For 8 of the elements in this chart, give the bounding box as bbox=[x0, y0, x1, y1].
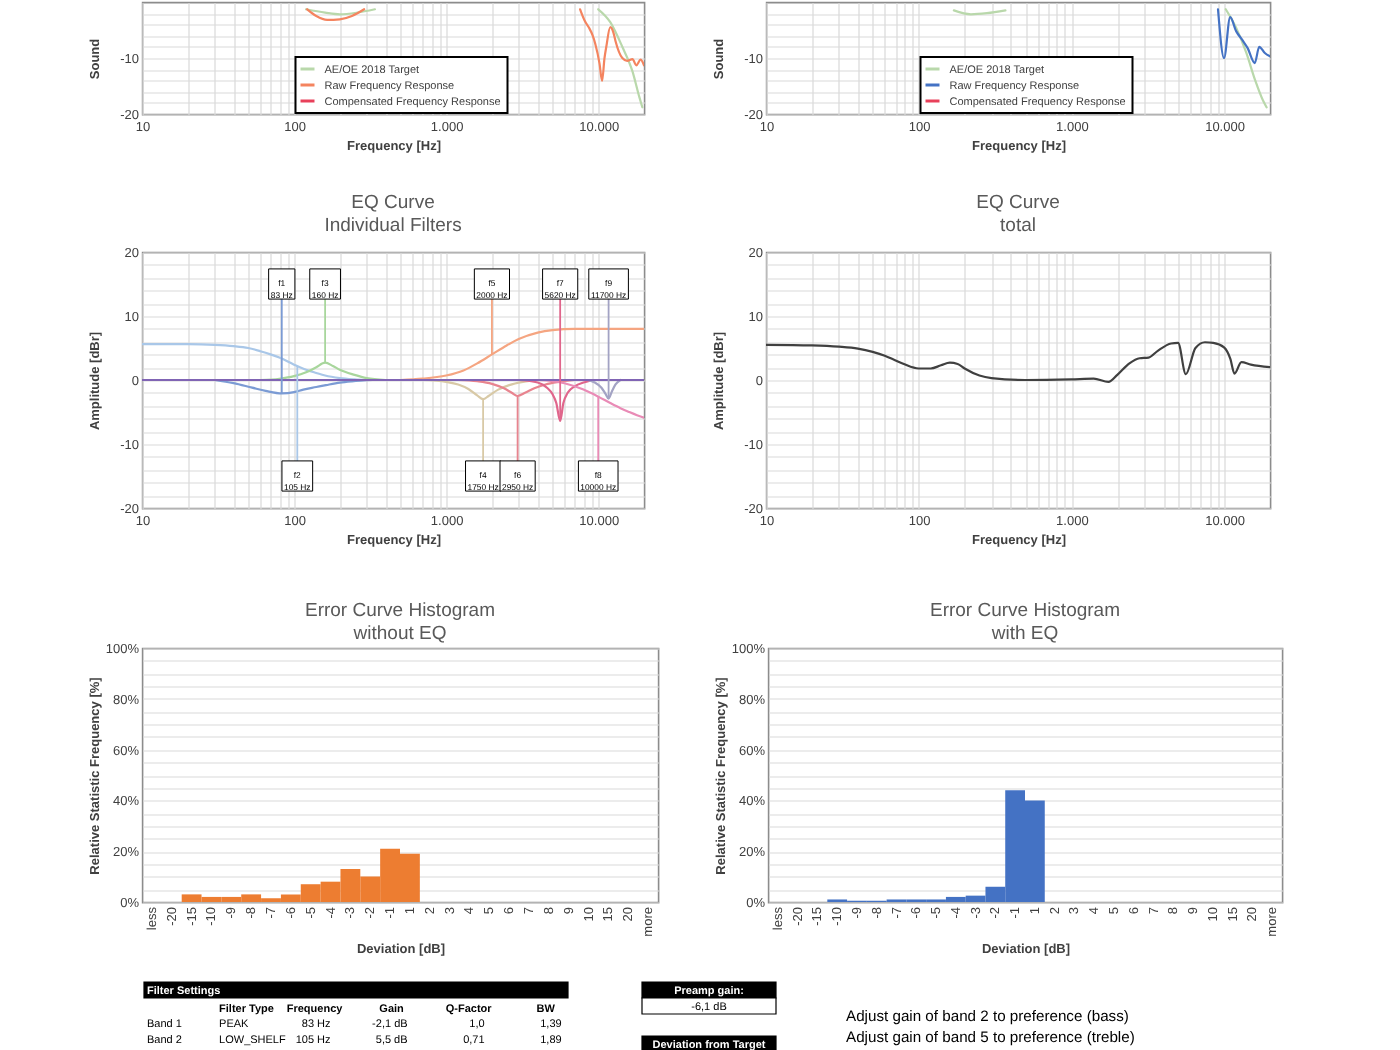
chart-title: EQ Curve bbox=[351, 192, 435, 214]
chart-subtitle: total bbox=[1000, 215, 1036, 237]
chart-subtitle: without EQ bbox=[351, 623, 447, 645]
chart-title: Error Curve Histogram bbox=[929, 600, 1121, 622]
chart-title: Error Curve Histogram bbox=[304, 600, 496, 622]
chart-subtitle: with EQ bbox=[989, 623, 1059, 645]
chart-title: EQ Curve bbox=[976, 192, 1060, 214]
chart-subtitle: Individual Filters bbox=[324, 215, 463, 237]
